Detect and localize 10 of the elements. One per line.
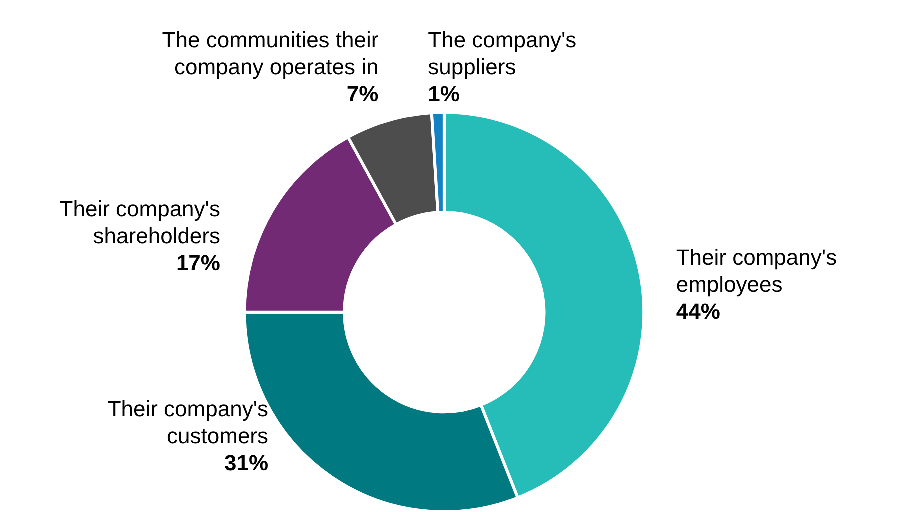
- slice-label: Their company's customers: [108, 396, 269, 449]
- data-label: 44%: [676, 298, 720, 324]
- slice-label: Their company's shareholders: [60, 196, 220, 249]
- data-label: 31%: [224, 450, 269, 476]
- data-label: 7%: [346, 82, 379, 107]
- slice-label: Their company's employees: [676, 244, 838, 297]
- slice-label: The communities their company operates in: [162, 28, 379, 80]
- data-label: 17%: [176, 250, 220, 276]
- slice-label: The company's suppliers: [428, 28, 577, 80]
- data-label: 1%: [428, 82, 460, 107]
